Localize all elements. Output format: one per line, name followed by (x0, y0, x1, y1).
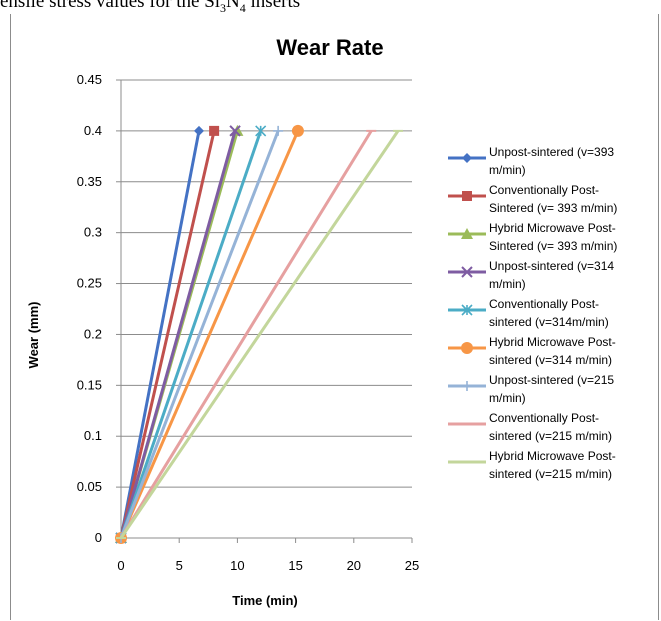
chart-frame (10, 14, 659, 620)
legend-entry-3: Hybrid Microwave Post- Sintered (v= 393 m… (448, 221, 617, 253)
legend: Unpost-sintered (v=393 m/min) Conventional… (448, 145, 617, 481)
legend-label: Hybrid Microwave Post- (489, 221, 616, 235)
x-tick-label: 5 (176, 558, 183, 573)
legend-label: Conventionally Post- (489, 411, 599, 425)
series-line (119, 130, 216, 539)
legend-entry-8: Conventionally Post-sintered (v=215 m/mi… (448, 411, 612, 443)
legend-marker (461, 342, 473, 354)
legend-entry-2: Conventionally Post- Sintered (v= 393 m/m… (448, 183, 617, 215)
data-point-marker (291, 124, 304, 137)
x-tick-label: 0 (117, 558, 124, 573)
legend-label: Unpost-sintered (v=215 (489, 373, 614, 387)
legend-label: sintered (v=215 m/min) (489, 429, 612, 443)
legend-entry-4: Unpost-sintered (v=314 m/min) (448, 259, 614, 291)
legend-label: Sintered (v= 393 m/min) (489, 201, 617, 215)
y-tick-labels: 0 0.05 0.1 0.15 0.2 0.25 0.3 0.35 0.4 0.45 (77, 72, 102, 545)
y-tick-label: 0.15 (77, 377, 102, 392)
y-tick-label: 0.4 (84, 123, 102, 138)
series-line (119, 130, 237, 539)
series-lines (115, 124, 404, 544)
y-tick-label: 0.3 (84, 225, 102, 240)
legend-label: m/min) (489, 277, 526, 291)
legend-label: sintered (v=314m/min) (489, 315, 609, 329)
series-9 (116, 129, 404, 539)
series-line (119, 130, 400, 539)
legend-label: Conventionally Post- (489, 183, 599, 197)
data-point-marker (209, 125, 220, 136)
data-point-marker (193, 125, 204, 136)
y-tick-label: 0.25 (77, 276, 102, 291)
page-caption: ensile stress values for the Si3N4 inser… (0, 0, 301, 15)
series-line (119, 130, 263, 539)
caption-subscript: 3 (220, 0, 227, 15)
data-point-marker (229, 125, 241, 137)
axes (116, 79, 413, 543)
chart-title: Wear Rate (276, 35, 383, 60)
series-line (119, 130, 300, 539)
x-tick-labels: 0 5 10 15 20 25 (117, 558, 419, 573)
series-line (119, 130, 280, 539)
legend-entry-5: Conventionally Post-sintered (v=314m/min… (448, 297, 609, 329)
x-tick-label: 25 (405, 558, 419, 573)
x-axis-label: Time (min) (232, 593, 298, 608)
legend-label: Hybrid Microwave Post- (489, 449, 616, 463)
series-line (119, 130, 373, 539)
y-axis-label: Wear (mm) (26, 302, 41, 369)
legend-label: Unpost-sintered (v=314 (489, 259, 614, 273)
x-tick-label: 10 (230, 558, 244, 573)
x-tick-label: 20 (347, 558, 361, 573)
series-line (119, 130, 201, 539)
y-tick-label: 0.1 (84, 428, 102, 443)
y-tick-label: 0.45 (77, 72, 102, 87)
y-tick-label: 0 (95, 530, 102, 545)
legend-label: m/min) (489, 163, 526, 177)
y-tick-label: 0.35 (77, 174, 102, 189)
legend-entry-7: Unpost-sintered (v=215 m/min) (448, 373, 614, 405)
legend-entry-6: Hybrid Microwave Post-sintered (v=314 m/… (448, 335, 616, 367)
x-tick-label: 15 (288, 558, 302, 573)
data-point-marker (273, 125, 284, 136)
legend-marker (461, 304, 473, 316)
legend-marker (462, 153, 472, 163)
legend-marker (461, 266, 473, 278)
legend-label: Conventionally Post- (489, 297, 599, 311)
legend-entry-9: Hybrid Microwave Post-sintered (v=215 m/… (448, 449, 616, 481)
y-tick-label: 0.05 (77, 479, 102, 494)
legend-label: Sintered (v= 393 m/min) (489, 239, 617, 253)
legend-entry-1: Unpost-sintered (v=393 m/min) (448, 145, 614, 177)
legend-marker (462, 381, 472, 391)
legend-marker (461, 228, 473, 239)
data-point-marker (255, 125, 267, 137)
legend-label: Hybrid Microwave Post- (489, 335, 616, 349)
legend-label: sintered (v=215 m/min) (489, 467, 612, 481)
legend-label: Unpost-sintered (v=393 (489, 145, 614, 159)
legend-label: sintered (v=314 m/min) (489, 353, 612, 367)
legend-label: m/min) (489, 391, 526, 405)
caption-subscript: 4 (239, 0, 246, 15)
legend-marker (462, 191, 472, 201)
y-tick-label: 0.2 (84, 326, 102, 341)
